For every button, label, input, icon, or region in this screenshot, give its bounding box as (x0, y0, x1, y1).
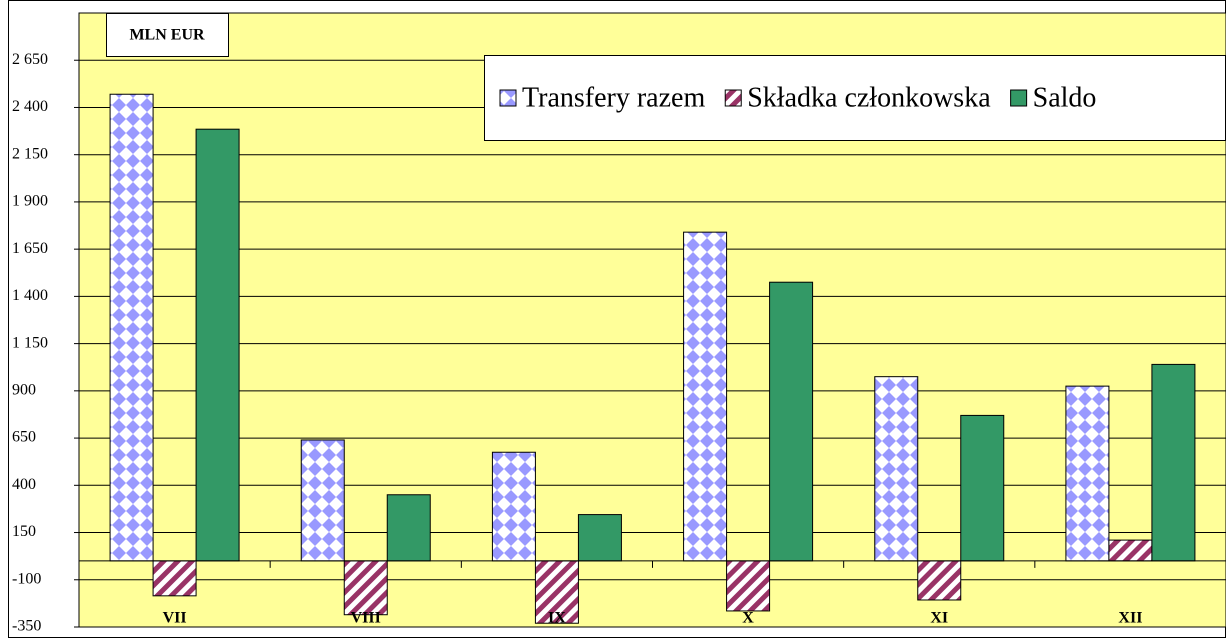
bar (152, 560, 197, 597)
bar (769, 281, 814, 562)
legend-swatch (1010, 89, 1028, 107)
bar (960, 414, 1005, 562)
legend-swatch (724, 89, 742, 107)
chart-title: MLN EUR (129, 27, 205, 44)
bar (109, 93, 154, 562)
y-tick-label: 1 400 (12, 287, 48, 304)
legend-box (484, 55, 1226, 141)
bar (386, 494, 431, 562)
bar (683, 231, 728, 562)
bar (300, 439, 345, 562)
y-tick-label: 2 650 (12, 51, 48, 68)
x-tick-label: XI (930, 610, 948, 627)
legend-label: Saldo (1033, 82, 1097, 113)
bar (195, 128, 240, 562)
x-tick-label: IX (548, 610, 566, 627)
bar (1065, 385, 1110, 562)
x-tick-label: X (742, 610, 754, 627)
title-box (106, 13, 229, 57)
x-tick-label: XII (1118, 610, 1142, 627)
y-tick-label: 2 400 (12, 98, 48, 115)
y-tick-label: -350 (12, 618, 41, 635)
x-tick-label: VII (163, 610, 187, 627)
y-tick-label: 1 150 (12, 334, 48, 351)
bar (726, 560, 771, 612)
y-tick-label: 150 (12, 523, 36, 540)
bar (1151, 363, 1196, 562)
legend-label: Transfery razem (522, 82, 705, 113)
legend-swatch (499, 89, 517, 107)
bar (343, 560, 388, 616)
y-tick-label: 900 (12, 382, 36, 399)
y-tick-label: 1 650 (12, 240, 48, 257)
y-tick-label: 650 (12, 429, 36, 446)
y-tick-label: 1 900 (12, 193, 48, 210)
bar (577, 514, 622, 562)
bar (874, 376, 919, 562)
x-tick-label: VIII (351, 610, 381, 627)
bar (1108, 539, 1153, 562)
y-tick-label: 400 (12, 476, 36, 493)
y-tick-label: 2 150 (12, 145, 48, 162)
bar (534, 560, 579, 624)
legend-label: Składka członkowska (747, 82, 991, 113)
y-tick-label: -100 (12, 570, 41, 587)
bar (917, 560, 962, 601)
bar (491, 451, 536, 562)
